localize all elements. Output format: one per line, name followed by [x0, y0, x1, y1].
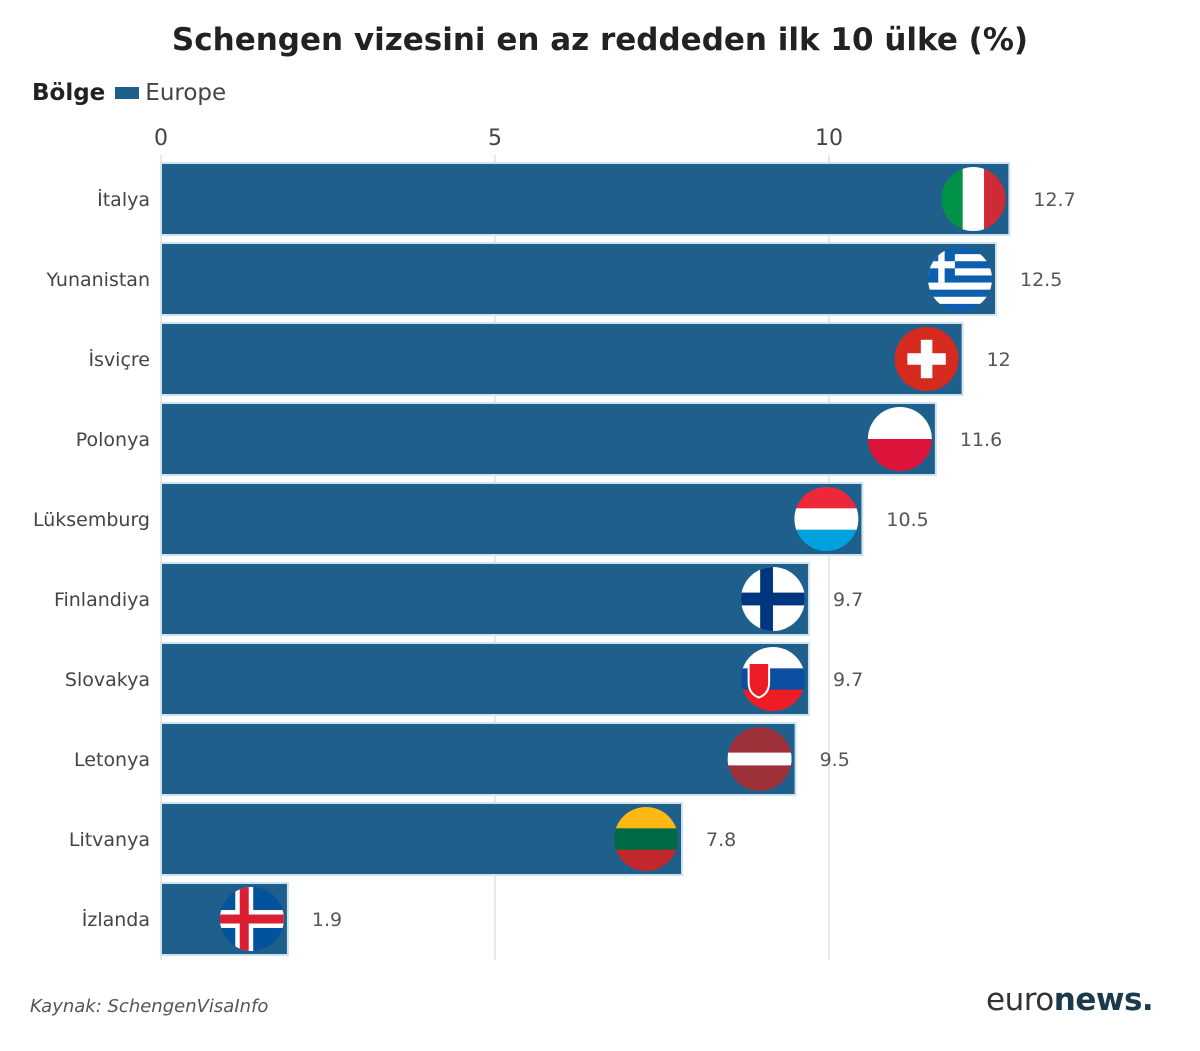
bar-row-1: Yunanistan 12.5 — [45, 242, 1062, 316]
slovakia-shield — [747, 662, 771, 699]
slovakia-flag-icon — [740, 647, 805, 711]
category-label: Letonya — [74, 749, 150, 771]
flag-part — [794, 529, 859, 551]
flag-part — [614, 828, 679, 851]
category-label: Finlandiya — [54, 589, 150, 611]
category-label: İtalya — [97, 188, 150, 211]
flag-part — [760, 567, 773, 631]
bar — [160, 402, 937, 476]
flag-part — [928, 247, 992, 255]
flag-part — [614, 807, 679, 829]
category-label: Slovakya — [65, 669, 150, 691]
bar — [160, 242, 997, 316]
legend-title: Bölge — [32, 80, 106, 106]
x-tick-label: 10 — [815, 126, 843, 151]
bar — [160, 642, 810, 716]
bar — [160, 722, 797, 796]
flag-part — [907, 353, 946, 365]
category-label: İzlanda — [82, 908, 150, 931]
data-label: 10.5 — [886, 509, 928, 531]
bar-row-8: Litvanya 7.8 — [69, 802, 736, 876]
bar-row-6: Slovakya 9.7 — [65, 642, 863, 716]
flag-part — [794, 508, 859, 531]
category-label: Litvanya — [69, 829, 150, 851]
x-tick-label: 5 — [488, 126, 502, 151]
flag-part — [962, 167, 985, 231]
legend-swatch-europe — [115, 87, 140, 99]
flag-part — [740, 592, 805, 606]
category-label: Polonya — [76, 429, 150, 451]
flag-part — [928, 282, 992, 291]
category-label: Yunanistan — [45, 269, 150, 291]
switzerland-flag-icon — [894, 327, 959, 391]
bar — [160, 482, 864, 556]
data-label: 12.7 — [1033, 189, 1075, 211]
chart-title: Schengen vizesini en az reddeden ilk 10 … — [171, 22, 1029, 58]
data-label: 7.8 — [706, 829, 736, 851]
bar-row-0: İtalya 12.7 — [97, 162, 1076, 236]
italy-flag-icon — [941, 167, 1006, 231]
bar-row-2: İsviçre 12 — [88, 322, 1011, 396]
lithuania-flag-icon — [614, 807, 679, 871]
flag-part — [794, 487, 859, 509]
category-label: Lüksemburg — [33, 509, 150, 531]
legend: Bölge Europe — [32, 80, 226, 106]
legend-label-europe: Europe — [145, 80, 227, 106]
data-label: 9.7 — [833, 669, 863, 691]
flag-part — [928, 254, 992, 262]
flag-part — [928, 268, 992, 276]
flag-part — [928, 261, 992, 269]
bar — [160, 162, 1011, 236]
latvia-flag-icon — [727, 727, 792, 791]
flag-part — [984, 167, 1006, 231]
flag-part — [928, 289, 992, 298]
poland-flag-icon — [867, 407, 932, 471]
source-note: Kaynak: SchengenVisaInfo — [30, 996, 269, 1017]
logo-text-bold: news. — [1053, 982, 1154, 1018]
luxembourg-flag-icon — [794, 487, 859, 551]
bar-row-9: İzlanda 1.9 — [82, 882, 342, 956]
flag-part — [938, 247, 945, 283]
bar-row-3: Polonya 11.6 — [76, 402, 1002, 476]
flag-part — [239, 887, 249, 951]
data-label: 12.5 — [1020, 269, 1062, 291]
flag-part — [219, 914, 284, 924]
bar-row-4: Lüksemburg 10.5 — [33, 482, 929, 556]
flag-part — [727, 752, 792, 766]
bar — [160, 562, 810, 636]
x-tick-label: 0 — [154, 126, 168, 151]
flag-part — [614, 849, 679, 871]
flag-part — [941, 167, 964, 231]
data-label: 9.5 — [820, 749, 850, 771]
data-label: 9.7 — [833, 589, 863, 611]
bar-row-5: Finlandiya 9.7 — [54, 562, 863, 636]
flag-part — [928, 275, 992, 284]
data-label: 11.6 — [960, 429, 1002, 451]
category-label: İsviçre — [88, 348, 150, 371]
finland-flag-icon — [740, 567, 805, 631]
data-label: 12 — [987, 349, 1011, 371]
iceland-flag-icon — [219, 887, 284, 951]
data-label: 1.9 — [312, 909, 342, 931]
euronews-logo: euronews. — [986, 982, 1154, 1018]
flag-part — [928, 303, 992, 311]
logo-text-light: euro — [986, 982, 1054, 1018]
flag-part — [928, 296, 992, 305]
bar-row-7: Letonya 9.5 — [74, 722, 850, 796]
bar — [160, 802, 684, 876]
bar — [160, 322, 964, 396]
greece-flag-icon — [928, 247, 992, 311]
